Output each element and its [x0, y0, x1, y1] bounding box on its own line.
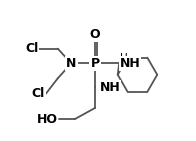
Text: O: O — [90, 28, 101, 41]
Text: H: H — [120, 53, 128, 63]
Text: NH: NH — [99, 81, 120, 94]
Text: Cl: Cl — [32, 87, 45, 100]
Text: HO: HO — [37, 113, 58, 126]
Text: NH: NH — [120, 57, 141, 70]
Text: N: N — [66, 57, 76, 70]
Text: Cl: Cl — [25, 42, 39, 55]
Text: P: P — [91, 57, 100, 70]
